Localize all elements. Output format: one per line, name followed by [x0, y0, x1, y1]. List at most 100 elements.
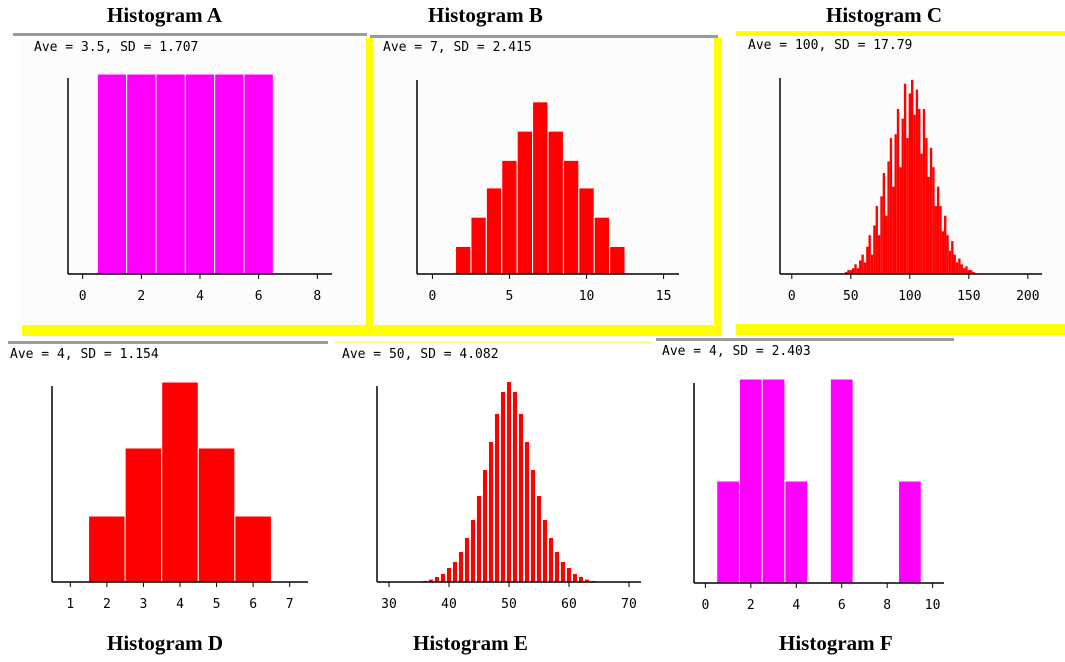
tick-label-a-4: 8 — [313, 289, 321, 304]
frame-b-left — [366, 38, 373, 328]
bar-c-48 — [958, 258, 961, 274]
title-histogram-f: Histogram F — [779, 631, 893, 655]
tick-label-b-2: 10 — [579, 289, 595, 304]
bar-e-15 — [512, 392, 518, 582]
stats-a: Ave = 3.5, SD = 1.707 — [34, 40, 199, 55]
bar-e-27 — [584, 579, 590, 582]
histogram-f: Ave = 4, SD = 2.403 0 2 4 6 8 10 — [656, 341, 954, 630]
tick-label-d-1: 2 — [103, 597, 111, 612]
tick-label-b-3: 15 — [656, 289, 672, 304]
bar-e-22 — [554, 552, 560, 582]
bar-c-23 — [899, 167, 902, 274]
bar-b-3 — [501, 159, 518, 275]
tick-label-a-2: 4 — [196, 289, 204, 304]
bar-c-53 — [970, 270, 973, 274]
bar-e-3 — [440, 574, 446, 582]
bar-c-2 — [849, 270, 852, 274]
bar-c-26 — [906, 138, 909, 274]
bar-e-8 — [470, 520, 476, 582]
bar-e-7 — [464, 538, 470, 582]
chart-f: 0 2 4 6 8 10 — [693, 378, 944, 613]
tick-label-a-0: 0 — [79, 289, 87, 304]
tick-label-f-2: 4 — [792, 598, 800, 613]
bar-e-26 — [578, 577, 584, 582]
bar-c-54 — [972, 272, 975, 274]
tick-label-e-1: 40 — [441, 597, 457, 612]
bar-c-14 — [877, 235, 881, 274]
bar-a-2 — [155, 73, 186, 275]
bar-d-3 — [197, 447, 236, 583]
bar-c-46 — [953, 254, 956, 274]
bar-c-28 — [911, 79, 914, 274]
tick-label-b-0: 0 — [428, 289, 436, 304]
bar-c-15 — [880, 196, 883, 274]
bar-b-7 — [562, 159, 580, 275]
stats-d: Ave = 4, SD = 1.154 — [10, 347, 159, 362]
bar-c-30 — [915, 89, 919, 274]
bar-c-3 — [851, 268, 855, 274]
frame-b-right — [714, 38, 722, 328]
bar-c-47 — [955, 262, 959, 274]
tick-label-b-1: 5 — [506, 289, 514, 304]
bar-c-36 — [929, 147, 933, 274]
bar-d-4 — [234, 515, 272, 583]
bar-c-45 — [951, 240, 954, 274]
title-histogram-b: Histogram B — [428, 3, 543, 27]
tick-label-e-2: 50 — [501, 597, 517, 612]
bar-c-0 — [844, 272, 848, 274]
bar-c-49 — [960, 264, 963, 274]
bar-c-4 — [854, 264, 857, 274]
chart-d: 1 2 3 4 5 6 7 — [51, 381, 308, 612]
bar-d-0 — [88, 515, 126, 583]
bar-d-2 — [161, 381, 199, 583]
bar-c-6 — [859, 260, 862, 274]
tick-label-e-4: 70 — [621, 597, 637, 612]
chart-e: 30 40 50 60 70 — [376, 382, 641, 612]
tick-label-d-6: 7 — [286, 597, 294, 612]
histogram-b: Ave = 7, SD = 2.415 0 5 10 15 — [373, 38, 713, 325]
tick-label-c-0: 0 — [788, 289, 796, 304]
bar-e-6 — [458, 552, 464, 582]
bar-e-14 — [506, 382, 512, 582]
bar-e-2 — [434, 577, 440, 582]
bar-a-5 — [243, 73, 274, 275]
bar-b-6 — [547, 130, 564, 275]
bar-c-41 — [941, 231, 945, 274]
bar-e-20 — [542, 520, 548, 582]
bar-c-1 — [847, 270, 850, 274]
histogram-d: Ave = 4, SD = 1.154 1 2 3 4 5 6 7 — [8, 344, 328, 630]
bar-c-21 — [894, 134, 897, 274]
title-histogram-e: Histogram E — [413, 631, 528, 655]
bar-c-39 — [936, 186, 940, 274]
bar-c-44 — [948, 250, 952, 274]
tick-label-d-3: 4 — [176, 597, 184, 612]
bar-c-8 — [863, 262, 867, 274]
bar-c-7 — [861, 254, 864, 274]
stats-c: Ave = 100, SD = 17.79 — [748, 38, 913, 53]
tick-label-c-4: 200 — [1016, 289, 1039, 304]
tick-label-f-3: 6 — [838, 598, 846, 613]
bar-c-19 — [889, 138, 893, 274]
bar-b-2 — [485, 187, 503, 275]
rule-e-top — [335, 341, 651, 344]
bar-c-20 — [892, 186, 895, 274]
bar-e-25 — [572, 574, 578, 582]
tick-label-f-4: 8 — [883, 598, 891, 613]
bar-e-5 — [452, 562, 458, 582]
bar-c-33 — [922, 108, 926, 275]
bar-e-11 — [488, 442, 494, 582]
bar-e-16 — [518, 414, 524, 582]
bar-c-43 — [946, 235, 949, 274]
rule-b-top — [370, 35, 718, 38]
bar-c-12 — [873, 225, 876, 274]
tick-label-f-1: 2 — [747, 598, 755, 613]
bar-e-21 — [548, 538, 554, 582]
tick-label-d-5: 6 — [249, 597, 257, 612]
tick-label-c-3: 150 — [957, 289, 980, 304]
bar-e-9 — [476, 496, 482, 582]
bar-f-4 — [829, 378, 854, 584]
tick-label-f-0: 0 — [701, 598, 709, 613]
histogram-e: Ave = 50, SD = 4.082 30 40 50 60 70 — [335, 344, 651, 630]
bar-e-13 — [500, 392, 506, 582]
chart-b: 0 5 10 15 — [416, 80, 679, 304]
